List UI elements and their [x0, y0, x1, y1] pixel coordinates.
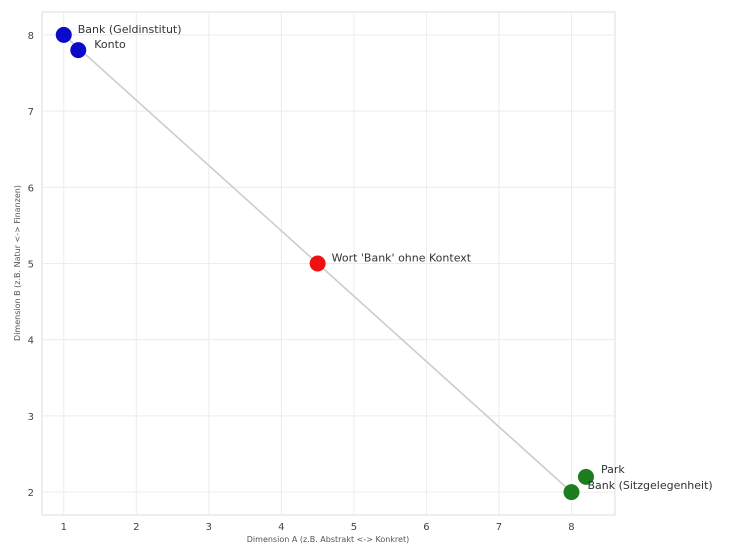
data-point [55, 26, 72, 43]
data-point-label: Wort 'Bank' ohne Kontext [332, 252, 472, 265]
y-tick-label: 3 [28, 412, 34, 423]
y-tick-label: 6 [28, 183, 34, 194]
data-point-label: Bank (Geldinstitut) [78, 23, 182, 36]
data-labels: Bank (Geldinstitut) Konto Wort 'Bank' ohne… [78, 23, 713, 492]
x-tick-label: 8 [568, 522, 574, 533]
x-axis-label: Dimension A (z.B. Abstrakt <-> Konkret) [247, 535, 409, 544]
x-ticks: 1 2 3 4 5 6 7 8 [61, 522, 575, 533]
x-tick-label: 5 [351, 522, 357, 533]
connector-line [63, 34, 319, 265]
connecting-lines [63, 34, 573, 493]
x-tick-label: 6 [423, 522, 429, 533]
grid [42, 12, 615, 515]
data-point [70, 42, 87, 59]
data-point [563, 484, 580, 501]
y-tick-label: 2 [28, 488, 34, 499]
y-tick-label: 5 [28, 260, 34, 271]
x-tick-label: 7 [496, 522, 502, 533]
data-points [55, 26, 594, 501]
y-tick-label: 7 [28, 107, 34, 118]
connector-line [317, 262, 573, 493]
data-point [577, 468, 594, 485]
y-axis-label: Dimension B (z.B. Natur <-> Finanzen) [13, 185, 22, 341]
x-tick-label: 2 [133, 522, 139, 533]
y-tick-label: 8 [28, 31, 34, 42]
data-point [309, 255, 326, 272]
data-point-label: Bank (Sitzgelegenheit) [587, 479, 712, 492]
y-ticks: 2 3 4 5 6 7 8 [28, 31, 34, 499]
data-point-label: Konto [94, 38, 126, 51]
x-tick-label: 3 [206, 522, 212, 533]
x-tick-label: 4 [278, 522, 284, 533]
data-point-label: Park [601, 463, 625, 476]
y-tick-label: 4 [28, 336, 34, 347]
x-tick-label: 1 [61, 522, 67, 533]
